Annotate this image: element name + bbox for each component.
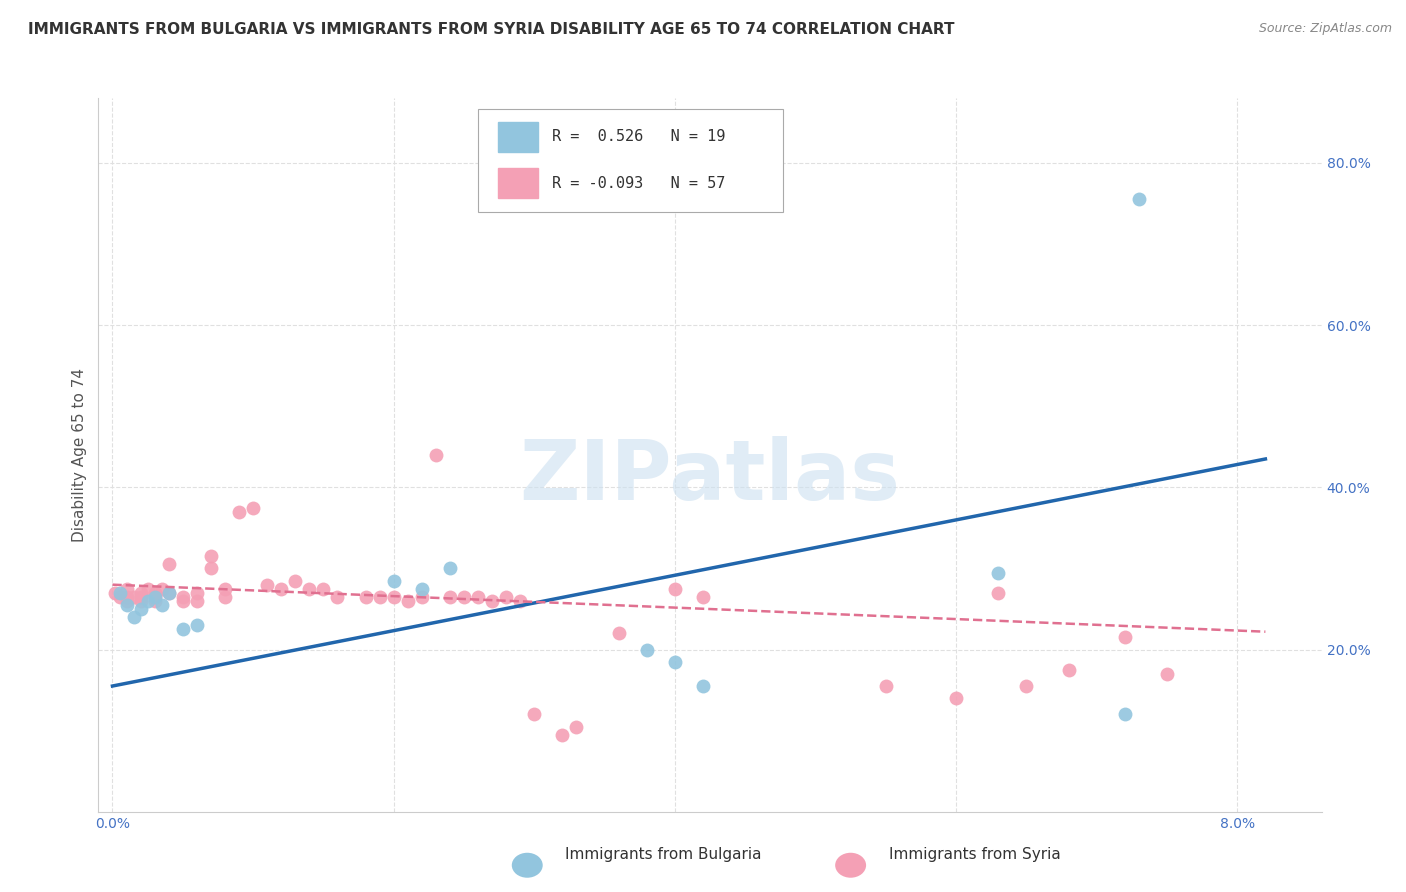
Point [122, 610, 145, 624]
Point [157, 558, 180, 572]
Point [157, 586, 180, 600]
Point [945, 691, 967, 706]
Point [228, 505, 250, 519]
Point [664, 582, 686, 596]
Point [875, 679, 897, 693]
Point [439, 561, 461, 575]
Point [143, 590, 166, 604]
Point [150, 598, 173, 612]
Point [692, 679, 714, 693]
Point [382, 590, 405, 604]
Point [172, 590, 194, 604]
Point [312, 582, 335, 596]
Point [242, 500, 264, 515]
Point [382, 574, 405, 588]
Text: Source: ZipAtlas.com: Source: ZipAtlas.com [1258, 22, 1392, 36]
Point [439, 590, 461, 604]
Point [104, 586, 127, 600]
Point [354, 590, 377, 604]
Point [214, 590, 236, 604]
Point [115, 598, 138, 612]
Point [509, 594, 531, 608]
Point [143, 586, 166, 600]
Point [157, 586, 180, 600]
Point [115, 594, 138, 608]
Point [129, 586, 152, 600]
Point [1128, 193, 1150, 207]
Point [298, 582, 321, 596]
Point [115, 582, 138, 596]
Point [108, 590, 131, 604]
Point [200, 549, 222, 564]
Point [1057, 663, 1080, 677]
Text: Immigrants from Syria: Immigrants from Syria [889, 847, 1060, 862]
Point [523, 707, 546, 722]
Point [150, 582, 173, 596]
Text: ZIPatlas: ZIPatlas [520, 436, 900, 516]
Point [1114, 631, 1136, 645]
Point [122, 590, 145, 604]
Point [692, 590, 714, 604]
Point [425, 448, 447, 462]
Point [143, 590, 166, 604]
Point [129, 594, 152, 608]
Point [172, 622, 194, 636]
Point [108, 586, 131, 600]
FancyBboxPatch shape [498, 169, 537, 198]
Y-axis label: Disability Age 65 to 74: Disability Age 65 to 74 [72, 368, 87, 542]
Point [467, 590, 489, 604]
Point [607, 626, 630, 640]
Text: R =  0.526   N = 19: R = 0.526 N = 19 [553, 129, 725, 145]
Point [115, 590, 138, 604]
Point [1156, 666, 1178, 681]
Point [256, 577, 278, 591]
Point [172, 594, 194, 608]
Point [411, 582, 433, 596]
Point [186, 618, 208, 632]
Point [1015, 679, 1038, 693]
Point [143, 594, 166, 608]
Point [186, 594, 208, 608]
Point [664, 655, 686, 669]
Point [200, 561, 222, 575]
Text: IMMIGRANTS FROM BULGARIA VS IMMIGRANTS FROM SYRIA DISABILITY AGE 65 TO 74 CORREL: IMMIGRANTS FROM BULGARIA VS IMMIGRANTS F… [28, 22, 955, 37]
Point [481, 594, 503, 608]
Point [987, 566, 1010, 580]
Point [636, 642, 658, 657]
Point [495, 590, 517, 604]
Point [411, 590, 433, 604]
Text: R = -0.093   N = 57: R = -0.093 N = 57 [553, 176, 725, 191]
Point [214, 582, 236, 596]
Point [136, 582, 159, 596]
Point [368, 590, 391, 604]
Point [551, 728, 574, 742]
Point [129, 590, 152, 604]
Point [136, 594, 159, 608]
Point [129, 602, 152, 616]
FancyBboxPatch shape [478, 109, 783, 212]
Point [186, 586, 208, 600]
Point [987, 586, 1010, 600]
Point [396, 594, 419, 608]
Point [1114, 707, 1136, 722]
FancyBboxPatch shape [498, 122, 537, 152]
Point [326, 590, 349, 604]
Point [270, 582, 292, 596]
Point [565, 720, 588, 734]
Point [284, 574, 307, 588]
Point [453, 590, 475, 604]
Text: Immigrants from Bulgaria: Immigrants from Bulgaria [565, 847, 762, 862]
